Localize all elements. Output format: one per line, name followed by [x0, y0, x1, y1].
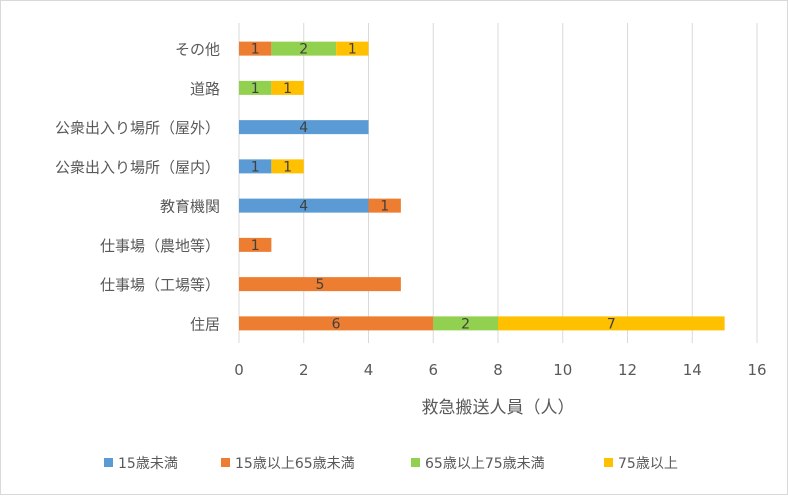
bar-segment [433, 316, 498, 331]
x-tick-label: 8 [493, 361, 503, 379]
data-label: 4 [299, 120, 308, 136]
bar-segment [271, 41, 337, 56]
bar-segment [368, 198, 401, 213]
category-label: 道路 [190, 80, 220, 98]
legend: 15歳未満 15歳以上65歳未満 65歳以上75歳未満 75歳以上 [104, 456, 678, 472]
bar-segment [239, 159, 272, 174]
data-label: 2 [461, 316, 470, 332]
data-label: 1 [380, 199, 389, 215]
category-label: 教育機関 [160, 198, 220, 216]
data-label: 1 [348, 42, 357, 58]
bar-segment [239, 316, 434, 331]
x-tick-label: 0 [234, 361, 244, 379]
legend-label: 15歳未満 [118, 456, 178, 472]
category-label: 仕事場（工場等） [100, 276, 220, 294]
x-tick-label: 16 [747, 361, 766, 379]
data-label: 1 [251, 42, 260, 58]
category-labels: 住居 仕事場（工場等） 仕事場（農地等） 教育機関 公衆出入り場所（屋内） 公衆出入り場所… [55, 41, 220, 334]
data-label: 1 [251, 159, 260, 175]
bar-segment [336, 41, 369, 56]
legend-swatch [411, 458, 420, 467]
x-tick-label: 10 [553, 361, 572, 379]
data-label: 6 [332, 316, 341, 332]
category-label: その他 [175, 41, 220, 59]
bar-segment [239, 41, 272, 56]
x-tick-label: 4 [364, 361, 374, 379]
x-axis-title: 救急搬送人員（人） [422, 398, 575, 418]
bars [239, 41, 725, 331]
x-tick-label: 14 [683, 361, 702, 379]
x-tick-label: 2 [299, 361, 309, 379]
bar-segment [239, 277, 401, 292]
data-label: 4 [299, 199, 308, 215]
data-label: 1 [251, 238, 260, 254]
legend-label: 75歳以上 [618, 456, 678, 472]
data-label: 1 [283, 81, 292, 97]
data-label: 2 [299, 42, 308, 58]
legend-swatch [104, 458, 113, 467]
bar-segment [239, 120, 369, 135]
bar-segment [498, 316, 725, 331]
legend-swatch [604, 458, 613, 467]
data-label: 7 [607, 316, 616, 332]
data-labels: 6 2 7 5 1 4 1 1 1 4 1 1 1 2 1 [251, 42, 616, 333]
bar-segment [239, 198, 369, 213]
legend-swatch [221, 458, 230, 467]
bar-segment [239, 80, 272, 95]
x-tick-label: 6 [428, 361, 438, 379]
data-label: 5 [315, 277, 324, 293]
category-label: 住居 [190, 315, 220, 333]
x-tick-label: 12 [618, 361, 637, 379]
category-label: 公衆出入り場所（屋外） [55, 119, 220, 137]
x-tick-labels: 0 2 4 6 8 10 12 14 16 [234, 361, 766, 379]
legend-label: 65歳以上75歳未満 [425, 456, 545, 472]
gridlines [238, 23, 758, 343]
bar-segment [271, 80, 304, 95]
bar-segment [239, 237, 272, 252]
category-label: 公衆出入り場所（屋内） [55, 158, 220, 176]
category-label: 仕事場（農地等） [100, 237, 220, 255]
bar-segment [271, 159, 304, 174]
data-label: 1 [251, 81, 260, 97]
data-label: 1 [283, 159, 292, 175]
legend-label: 15歳以上65歳未満 [235, 456, 355, 472]
